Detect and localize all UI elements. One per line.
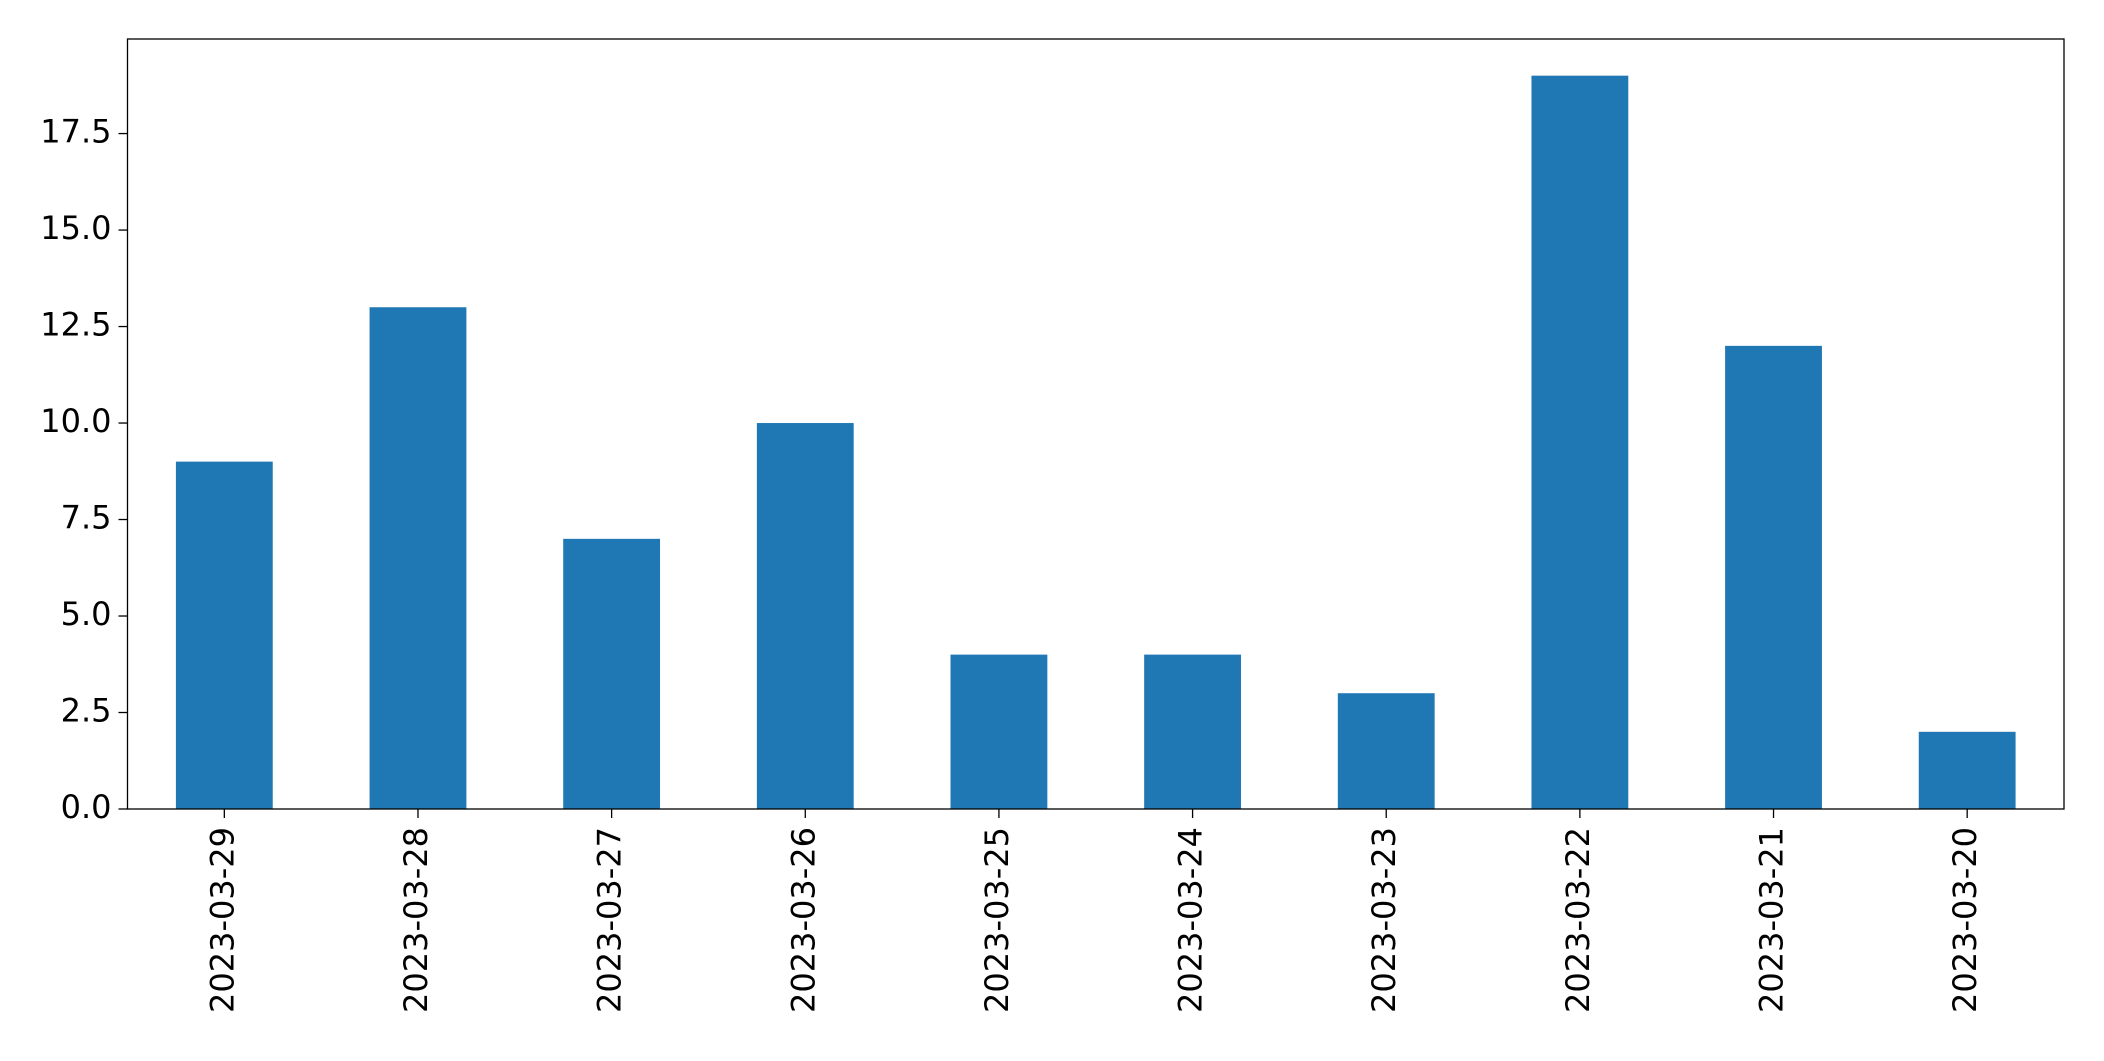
x-tick-label: 2023-03-23 xyxy=(1365,827,1403,1013)
y-tick-label: 7.5 xyxy=(61,499,112,537)
x-tick-label: 2023-03-21 xyxy=(1753,827,1791,1013)
y-tick-label: 10.0 xyxy=(40,402,111,440)
bar xyxy=(1337,693,1435,809)
bar xyxy=(1918,731,2016,809)
x-tick-label: 2023-03-24 xyxy=(1172,827,1210,1013)
x-tick-label: 2023-03-28 xyxy=(397,827,435,1013)
bar xyxy=(563,538,661,809)
bar xyxy=(1725,345,1822,809)
y-tick-label: 0.0 xyxy=(61,788,112,826)
x-tick-label: 2023-03-27 xyxy=(591,827,629,1013)
y-tick-label: 5.0 xyxy=(61,595,112,633)
bar xyxy=(756,423,854,809)
x-tick-label: 2023-03-26 xyxy=(784,827,822,1013)
bar xyxy=(175,461,273,809)
x-tick-label: 2023-03-20 xyxy=(1946,827,1984,1013)
bar xyxy=(1144,654,1241,809)
y-tick-label: 17.5 xyxy=(40,113,111,151)
bar xyxy=(950,654,1048,809)
x-tick-label: 2023-03-29 xyxy=(203,827,241,1013)
y-tick-label: 15.0 xyxy=(40,209,111,247)
plot-frame xyxy=(126,38,2065,810)
bar xyxy=(369,307,467,809)
y-tick-label: 12.5 xyxy=(40,306,111,344)
x-tick-label: 2023-03-25 xyxy=(978,827,1016,1013)
y-tick-label: 2.5 xyxy=(61,692,112,730)
x-tick-label: 2023-03-22 xyxy=(1559,827,1597,1013)
bar xyxy=(1531,75,1629,809)
